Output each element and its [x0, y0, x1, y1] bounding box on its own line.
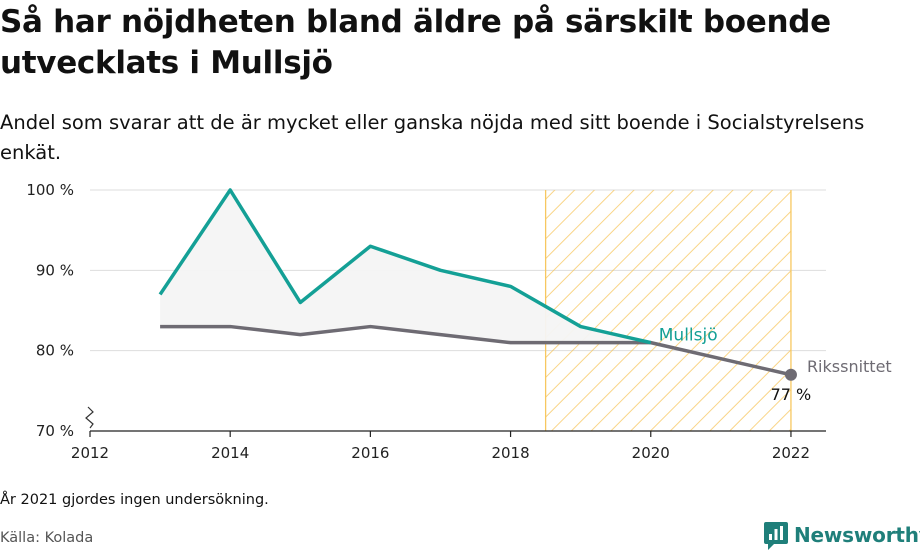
- series-lines: [158, 188, 797, 381]
- source-note: Källa: Kolada: [0, 530, 94, 546]
- x-tick-label: 2014: [211, 444, 249, 462]
- gap-fill-area: [160, 190, 651, 343]
- series-line-mullsjo: [158, 188, 652, 345]
- bar-chart-logo-icon: [764, 522, 788, 550]
- line-chart: 70 %80 %90 %100 % 2012 2014 2016 2018 2020 20…: [26, 181, 892, 462]
- highlight-hatch: [545, 190, 791, 431]
- x-tick-label: 2022: [772, 444, 810, 462]
- x-tick-label: 2020: [632, 444, 670, 462]
- newsworthy-logo: Newsworthy: [764, 520, 920, 550]
- chart-title: Så har nöjdheten bland äldre på särskilt…: [0, 4, 831, 81]
- x-tick-label: 2018: [491, 444, 529, 462]
- gap-fill-polygon: [160, 190, 651, 343]
- series-line-rikssnittet: [160, 324, 792, 377]
- series-label-mullsjo: Mullsjö: [659, 326, 718, 346]
- brand-name: Newsworthy: [794, 523, 920, 547]
- y-tick-label: 70 %: [36, 422, 74, 440]
- footnote: År 2021 gjordes ingen undersökning.: [0, 492, 269, 508]
- x-tick-label: 2016: [351, 444, 389, 462]
- series-labels: Mullsjö Rikssnittet 77 %: [659, 326, 892, 404]
- y-tick-label: 90 %: [36, 261, 74, 279]
- x-tick-label: 2012: [71, 444, 109, 462]
- x-axis: 2012 2014 2016 2018 2020 2022: [71, 406, 826, 462]
- series-label-rikssnittet: Rikssnittet: [807, 357, 892, 376]
- rikssnittet-end-value: 77 %: [771, 385, 812, 404]
- y-tick-label: 100 %: [26, 181, 74, 199]
- chart-subtitle: Andel som svarar att de är mycket eller …: [0, 111, 865, 164]
- axis-break-icon: [85, 406, 94, 429]
- y-tick-label: 80 %: [36, 342, 74, 360]
- forecast-highlight-region: [544, 190, 792, 431]
- rikssnittet-end-point: [784, 368, 797, 381]
